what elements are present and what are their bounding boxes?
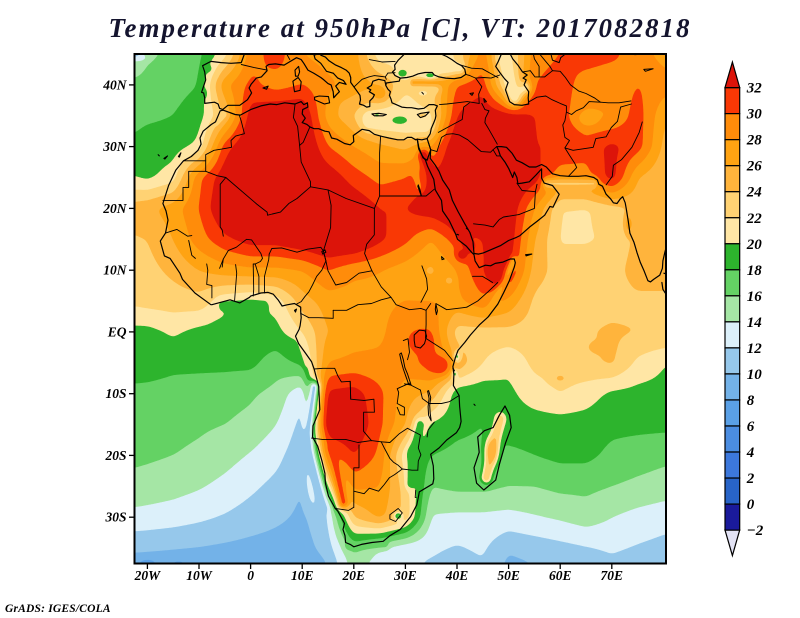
svg-text:12: 12: [747, 341, 763, 357]
svg-text:40E: 40E: [445, 568, 469, 583]
svg-text:26: 26: [746, 159, 763, 175]
svg-text:20E: 20E: [342, 568, 366, 583]
svg-text:30: 30: [746, 107, 763, 123]
svg-text:32: 32: [746, 81, 763, 97]
svg-text:20S: 20S: [104, 448, 126, 463]
svg-text:10S: 10S: [105, 386, 126, 401]
svg-text:EQ: EQ: [107, 324, 127, 339]
svg-text:20: 20: [746, 237, 763, 253]
svg-text:40N: 40N: [102, 77, 128, 92]
svg-text:18: 18: [747, 263, 763, 279]
svg-text:10N: 10N: [103, 263, 128, 278]
svg-text:10: 10: [747, 367, 763, 383]
svg-text:0: 0: [747, 497, 755, 513]
svg-text:30S: 30S: [104, 510, 126, 525]
svg-text:10W: 10W: [186, 568, 213, 583]
svg-text:0: 0: [247, 568, 254, 583]
svg-text:20W: 20W: [134, 568, 162, 583]
svg-text:22: 22: [746, 211, 763, 227]
svg-text:70E: 70E: [601, 568, 624, 583]
svg-text:2: 2: [746, 471, 755, 487]
svg-text:28: 28: [746, 133, 763, 149]
svg-text:14: 14: [747, 315, 763, 331]
svg-text:50E: 50E: [497, 568, 520, 583]
svg-text:−2: −2: [747, 523, 764, 539]
svg-text:4: 4: [746, 445, 755, 461]
svg-text:10E: 10E: [291, 568, 314, 583]
svg-text:8: 8: [747, 393, 755, 409]
svg-text:24: 24: [746, 185, 763, 201]
svg-text:20N: 20N: [102, 201, 128, 216]
svg-text:6: 6: [747, 419, 755, 435]
svg-text:60E: 60E: [549, 568, 572, 583]
svg-text:16: 16: [747, 289, 763, 305]
svg-text:30N: 30N: [102, 139, 128, 154]
svg-text:Temperature at 950hPa [C],: Temperature at 950hPa [C], VT: 201708281…: [109, 13, 692, 43]
svg-text:30E: 30E: [393, 568, 417, 583]
svg-text:GrADS: IGES/COLA: GrADS: IGES/COLA: [5, 603, 111, 615]
